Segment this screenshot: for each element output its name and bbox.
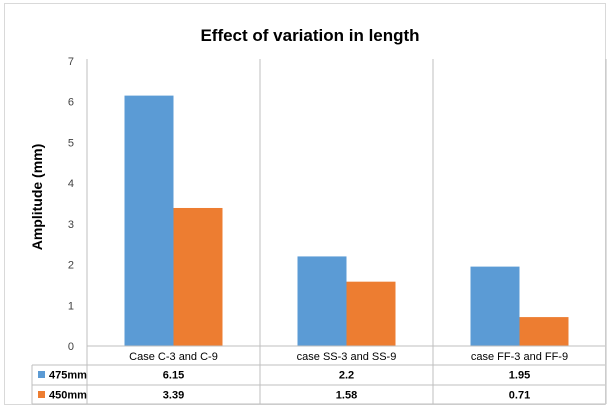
bar-450mm-1 [173, 207, 223, 346]
table-value-450mm-2: 1.58 [336, 390, 357, 402]
bar-475mm-1 [124, 95, 174, 346]
y-tick-label: 2 [68, 260, 74, 272]
table-value-475mm-3: 1.95 [509, 370, 530, 382]
data-table: Case C-3 and C-9 case SS-3 and SS-9 case F… [31, 59, 607, 405]
category-label-2: case SS-3 and SS-9 [297, 351, 397, 363]
category-label-3: case FF-3 and FF-9 [471, 351, 568, 363]
bar-450mm-3 [519, 317, 569, 346]
table-value-450mm-1: 3.39 [163, 390, 184, 402]
bars [124, 95, 569, 346]
chart-title: Effect of variation in length [200, 26, 419, 45]
legend-label-450mm: 450mm [49, 390, 87, 402]
y-tick-label: 7 [68, 56, 74, 68]
legend-key-450mm [38, 391, 45, 398]
y-axis-ticks: 0 1 2 3 4 5 6 7 [68, 56, 74, 353]
bar-475mm-3 [470, 266, 520, 346]
table-value-450mm-3: 0.71 [509, 390, 530, 402]
y-tick-label: 1 [68, 300, 74, 312]
bar-475mm-2 [297, 256, 347, 346]
y-axis-label: Amplitude (mm) [29, 144, 45, 251]
bar-450mm-2 [346, 281, 396, 346]
y-tick-label: 4 [68, 178, 74, 190]
table-value-475mm-1: 6.15 [163, 370, 184, 382]
category-label-1: Case C-3 and C-9 [129, 351, 218, 363]
y-tick-label: 5 [68, 137, 74, 149]
y-tick-label: 6 [68, 97, 74, 109]
table-value-475mm-2: 2.2 [339, 370, 354, 382]
y-tick-label: 0 [68, 341, 74, 353]
legend-key-475mm [38, 371, 45, 378]
y-tick-label: 3 [68, 219, 74, 231]
legend-label-475mm: 475mm [49, 370, 87, 382]
